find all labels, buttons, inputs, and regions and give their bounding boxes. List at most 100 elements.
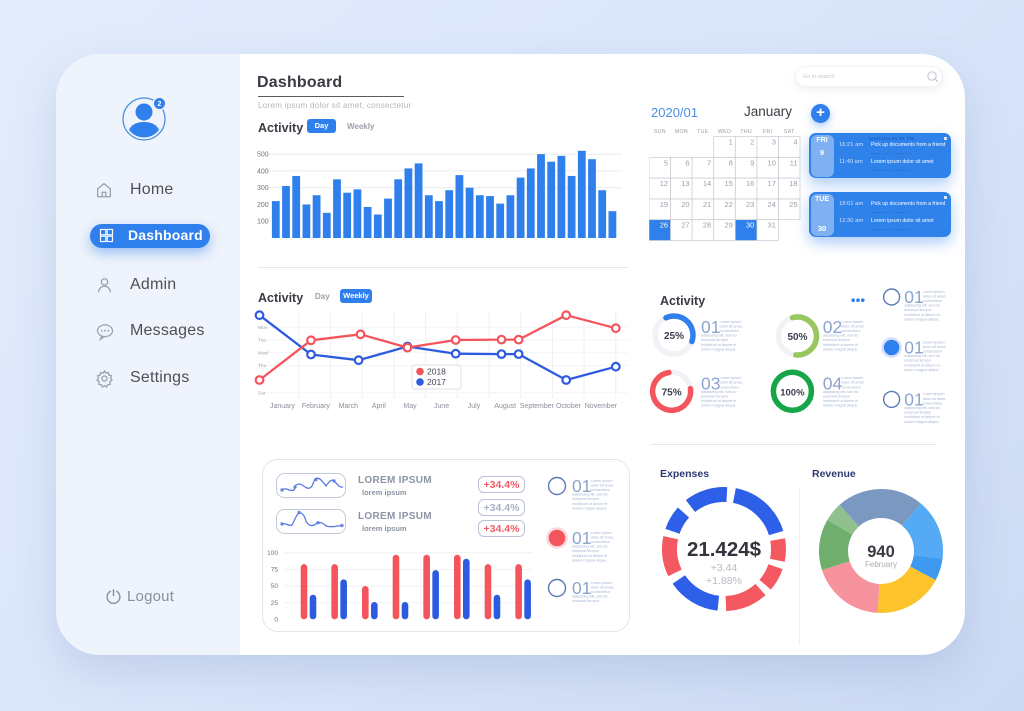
- svg-text:dolor sit amet,: dolor sit amet,: [923, 344, 946, 349]
- svg-text:26: 26: [660, 221, 668, 230]
- svg-text:50%: 50%: [787, 332, 807, 343]
- svg-text:May: May: [403, 403, 417, 410]
- svg-text:Thu: Thu: [258, 363, 267, 369]
- svg-text:28: 28: [703, 221, 711, 230]
- svg-text:100%: 100%: [780, 387, 805, 398]
- svg-text:2018: 2018: [427, 367, 446, 377]
- svg-text:500: 500: [257, 152, 269, 159]
- svg-text:75: 75: [271, 567, 279, 574]
- svg-text:consectetur: consectetur: [720, 384, 740, 389]
- svg-text:01: 01: [572, 578, 591, 598]
- svg-text:consectetur: consectetur: [923, 400, 943, 405]
- svg-text:dolor sit amet,: dolor sit amet,: [720, 323, 743, 328]
- svg-text:400: 400: [257, 168, 269, 175]
- svg-text:dolor sit amet,: dolor sit amet,: [591, 534, 614, 539]
- svg-text:incididunt ut labore et: incididunt ut labore et: [904, 312, 940, 317]
- svg-text:incididunt ut labore et: incididunt ut labore et: [701, 342, 737, 347]
- svg-text:March: March: [339, 403, 359, 410]
- svg-text:August: August: [494, 403, 516, 410]
- svg-text:incididunt ut labore et: incididunt ut labore et: [823, 398, 859, 403]
- svg-text:01: 01: [572, 528, 591, 548]
- svg-text:September: September: [520, 403, 555, 410]
- svg-text:dolore magna aliqua.: dolore magna aliqua.: [572, 557, 607, 562]
- svg-text:dolor sit amet,: dolor sit amet,: [591, 584, 614, 589]
- svg-text:April: April: [372, 403, 386, 410]
- svg-text:29: 29: [724, 221, 732, 230]
- svg-text:adipiscing elit, sed do: adipiscing elit, sed do: [904, 405, 940, 410]
- svg-text:dolore magna aliqua.: dolore magna aliqua.: [572, 505, 607, 510]
- svg-text:17: 17: [768, 179, 776, 188]
- svg-text:WED: WED: [718, 129, 731, 135]
- svg-text:adipiscing elit, sed do: adipiscing elit, sed do: [823, 389, 859, 394]
- svg-text:Lorem ipsum: Lorem ipsum: [591, 478, 614, 483]
- svg-text:23: 23: [746, 200, 754, 209]
- svg-text:25%: 25%: [664, 331, 684, 342]
- svg-text:incididunt ut labore et: incididunt ut labore et: [904, 362, 940, 367]
- svg-text:eiusmod tempor: eiusmod tempor: [572, 496, 600, 501]
- svg-text:25: 25: [271, 600, 279, 607]
- svg-text:incididunt ut labore et: incididunt ut labore et: [572, 553, 608, 558]
- svg-text:dolor sit amet,: dolor sit amet,: [841, 380, 864, 385]
- svg-text:0: 0: [274, 617, 278, 624]
- svg-text:July: July: [468, 403, 481, 410]
- svg-text:14: 14: [703, 179, 711, 188]
- svg-text:03: 03: [701, 373, 720, 393]
- svg-text:Wed: Wed: [258, 350, 268, 356]
- svg-text:Lorem ipsum: Lorem ipsum: [720, 319, 743, 324]
- svg-text:consectetur: consectetur: [720, 328, 740, 333]
- svg-text:adipiscing elit, sed do: adipiscing elit, sed do: [701, 389, 737, 394]
- svg-text:SAT: SAT: [784, 129, 795, 135]
- svg-text:adipiscing elit, sed do: adipiscing elit, sed do: [904, 353, 940, 358]
- svg-text:4: 4: [793, 138, 797, 147]
- svg-text:eiusmod tempor: eiusmod tempor: [701, 394, 729, 399]
- svg-text:dolor sit amet,: dolor sit amet,: [923, 396, 946, 401]
- svg-text:adipiscing elit, sed do: adipiscing elit, sed do: [701, 333, 737, 338]
- svg-text:eiusmod tempor: eiusmod tempor: [823, 394, 851, 399]
- svg-text:2017: 2017: [427, 377, 446, 387]
- svg-text:dolore magna aliqua.: dolore magna aliqua.: [823, 403, 858, 408]
- svg-text:MON: MON: [675, 129, 688, 135]
- svg-text:incididunt ut labore et: incididunt ut labore et: [823, 342, 859, 347]
- svg-text:February: February: [302, 403, 331, 410]
- svg-text:dolor sit amet,: dolor sit amet,: [841, 323, 864, 328]
- svg-text:adipiscing elit, sed do: adipiscing elit, sed do: [572, 492, 608, 497]
- svg-text:consectetur: consectetur: [923, 349, 943, 354]
- svg-text:dolore magna aliqua.: dolore magna aliqua.: [823, 346, 858, 351]
- svg-text:consectetur: consectetur: [591, 589, 611, 594]
- svg-text:incididunt ut labore et: incididunt ut labore et: [701, 398, 737, 403]
- svg-text:eiusmod tempor: eiusmod tempor: [904, 410, 932, 415]
- svg-text:consectetur: consectetur: [841, 384, 861, 389]
- svg-text:19: 19: [660, 200, 668, 209]
- svg-text:6: 6: [685, 158, 689, 167]
- svg-text:October: October: [556, 403, 582, 410]
- svg-text:adipiscing elit, sed do: adipiscing elit, sed do: [823, 333, 859, 338]
- svg-text:2: 2: [750, 138, 754, 147]
- svg-text:SUN: SUN: [654, 129, 666, 135]
- svg-text:1: 1: [729, 138, 733, 147]
- svg-text:12: 12: [660, 179, 668, 188]
- svg-text:30: 30: [746, 221, 754, 230]
- svg-text:adipiscing elit, sed do: adipiscing elit, sed do: [572, 544, 608, 549]
- svg-text:adipiscing elit, sed do: adipiscing elit, sed do: [904, 303, 940, 308]
- svg-text:Lorem ipsum: Lorem ipsum: [720, 375, 743, 380]
- svg-text:January: January: [270, 403, 295, 410]
- svg-text:13: 13: [681, 179, 689, 188]
- svg-text:940: 940: [867, 543, 895, 561]
- svg-text:dolore magna aliqua.: dolore magna aliqua.: [904, 419, 939, 424]
- svg-text:16: 16: [746, 179, 754, 188]
- svg-text:2: 2: [158, 101, 162, 108]
- svg-text:Mon: Mon: [258, 325, 268, 331]
- svg-text:22: 22: [724, 200, 732, 209]
- svg-text:incididunt ut labore et: incididunt ut labore et: [904, 414, 940, 419]
- svg-text:21.424$: 21.424$: [687, 538, 762, 561]
- svg-text:+1.88%: +1.88%: [706, 575, 742, 587]
- svg-text:15: 15: [724, 179, 732, 188]
- svg-text:dolor sit amet,: dolor sit amet,: [923, 293, 946, 298]
- svg-text:02: 02: [823, 317, 842, 337]
- svg-text:eiusmod tempor: eiusmod tempor: [701, 337, 729, 342]
- svg-text:TUE: TUE: [697, 129, 709, 135]
- svg-text:50: 50: [271, 583, 279, 590]
- svg-text:THU: THU: [740, 129, 752, 135]
- svg-text:February: February: [865, 560, 897, 569]
- svg-text:eiusmod tempor: eiusmod tempor: [823, 337, 851, 342]
